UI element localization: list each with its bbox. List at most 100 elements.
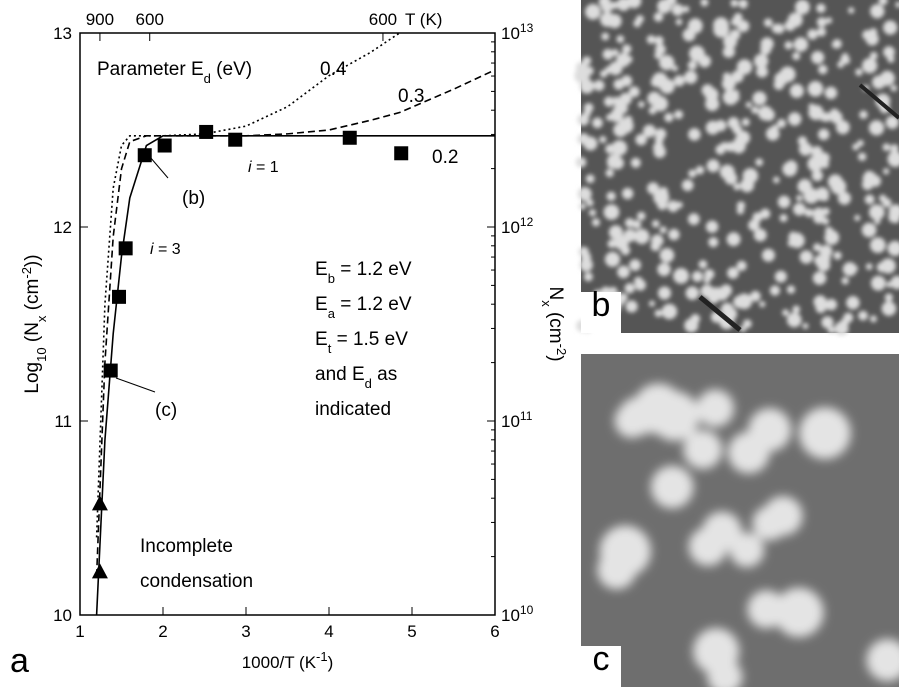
curve-label: 0.3 (398, 86, 424, 107)
annotation-part: b (328, 271, 335, 286)
blob (599, 135, 607, 144)
blob (736, 130, 751, 145)
curve (95, 33, 400, 538)
blob (832, 39, 842, 49)
top-tick-label: 600 (369, 10, 397, 29)
blob (740, 178, 755, 193)
y2-tick-label: 1013 (501, 21, 534, 43)
annotation-part: condensation (140, 571, 253, 592)
blob (705, 120, 720, 135)
y-axis-label-part: (cm (22, 279, 43, 316)
annotation-part: (c) (155, 400, 177, 421)
x-axis-label-part: ) (328, 653, 334, 672)
y-axis-label-part: x (34, 315, 49, 322)
blob (674, 110, 684, 120)
blob (661, 303, 678, 320)
blob (786, 312, 802, 328)
annotation-part: d (204, 71, 211, 86)
blob (869, 175, 882, 187)
blob (821, 316, 834, 329)
blob (813, 295, 827, 309)
blob (605, 168, 614, 178)
blob (866, 638, 899, 682)
blob (636, 211, 646, 221)
blob (788, 232, 799, 243)
blob (710, 287, 723, 300)
blob (659, 226, 667, 234)
blob (585, 174, 595, 184)
blob (802, 322, 809, 330)
y2-tick-base: 10 (501, 412, 520, 431)
arrow-c (115, 377, 156, 393)
blob (701, 84, 714, 97)
blob (723, 45, 735, 58)
blob (648, 300, 655, 307)
y-tick-label: 11 (54, 412, 72, 431)
blob (648, 126, 656, 134)
blob (673, 75, 685, 87)
data-square (199, 124, 214, 139)
blob (624, 218, 635, 228)
blob (758, 105, 773, 121)
blob (777, 118, 786, 128)
blob (614, 144, 621, 151)
curve-label: 0.2 (432, 147, 458, 168)
micrograph-c (581, 354, 899, 692)
annotation-part: d (365, 376, 372, 391)
blob (823, 255, 831, 263)
blob (880, 258, 896, 274)
blob (858, 310, 868, 321)
blob (611, 156, 624, 170)
y2-tick-label: 1010 (501, 603, 534, 625)
y2-tick-base: 10 (501, 24, 520, 43)
blob (751, 106, 759, 114)
blob (787, 12, 803, 28)
annotation: Parameter Ed (eV) (97, 59, 252, 86)
blob (650, 77, 661, 87)
data-square (118, 241, 133, 256)
blob (761, 248, 776, 262)
annotation-part: = 1 (252, 159, 279, 176)
blob (654, 134, 664, 144)
plot-frame (79, 32, 496, 616)
blob (813, 243, 822, 252)
blob (819, 244, 833, 258)
blob (651, 219, 660, 228)
blob (818, 152, 830, 164)
blob (825, 17, 833, 24)
blob (889, 150, 897, 157)
blob (611, 49, 619, 57)
blob (585, 3, 601, 20)
annotation: condensation (140, 571, 253, 592)
blob (616, 35, 625, 44)
blob (835, 120, 850, 135)
blob (688, 128, 701, 141)
y2-axis-label-part: x (540, 300, 555, 307)
x-axis-label-part: -1 (316, 649, 328, 664)
blob (797, 179, 811, 193)
blob (837, 191, 851, 205)
blob (796, 194, 803, 202)
blob (683, 430, 723, 469)
data-square (103, 363, 118, 378)
blob (620, 245, 631, 256)
data-square (112, 289, 127, 304)
blob (733, 94, 740, 102)
blob (773, 176, 780, 184)
y-axis-label-part: -2 (19, 267, 34, 279)
blob (865, 263, 873, 270)
blob (883, 20, 898, 35)
annotation-part: = 1.2 eV (335, 259, 412, 280)
blob (830, 111, 843, 124)
blob (870, 237, 886, 254)
blob (875, 93, 891, 109)
blob (671, 65, 679, 72)
blob (827, 174, 843, 190)
blob (707, 659, 743, 692)
blob (606, 191, 616, 201)
annotation-part: E (315, 294, 328, 315)
y2-axis-label-part: ) (545, 355, 566, 361)
blob (869, 315, 877, 323)
blob (730, 18, 739, 26)
blob (793, 202, 806, 216)
